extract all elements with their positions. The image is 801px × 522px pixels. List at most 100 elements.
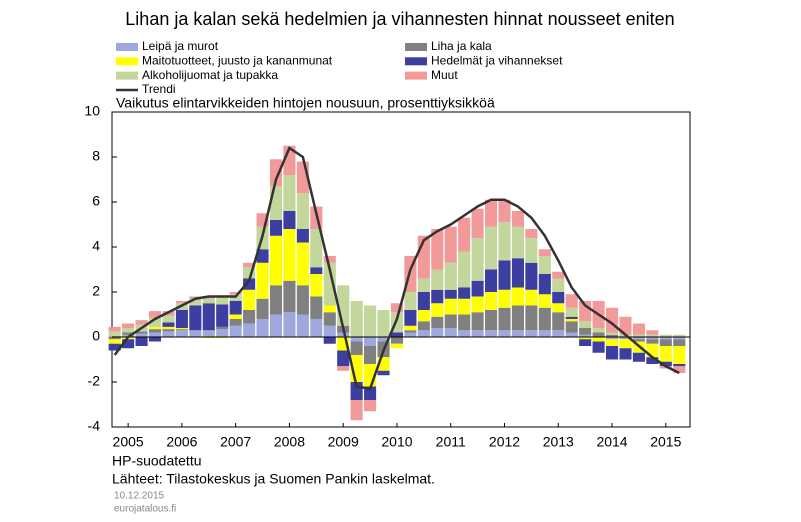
bar-segment [337,332,350,337]
date: 10.12.2015 [114,491,164,502]
bar-segment [243,323,256,337]
bar-segment [390,303,404,313]
bar-segment [256,298,269,319]
bar-segment [269,186,283,220]
legend-swatch [116,43,138,51]
x-tick-label: 2005 [113,434,144,450]
bar-segment [444,314,457,328]
bar-segment [108,343,121,351]
bar-segment [175,330,188,337]
bar-segment [485,226,498,270]
bar-segment [565,321,578,333]
bar-segment [202,303,215,331]
bar-segment [296,285,309,315]
legend-swatch [116,57,138,66]
bar-segment [431,316,444,328]
bar-segment [283,229,296,281]
bar-segment [605,346,619,360]
bar-segment [511,211,524,227]
bar-segment [592,332,605,337]
bar-segment [283,280,296,313]
bar-segment [189,330,202,337]
bar-segment [511,258,524,288]
bar-segment [525,238,538,263]
bar-segment [632,337,645,340]
bar-segment [350,400,363,421]
legend-label: Muut [431,68,458,82]
bar-segment [404,310,417,326]
bar-segment [444,289,457,299]
bar-segment [229,292,242,295]
bar-segment [673,364,686,367]
bar-segment [108,326,121,332]
bar-segment [552,292,565,304]
bar-segment [458,298,471,315]
bar-segment [256,249,269,263]
note: HP-suodatettu [112,453,202,469]
bar-segment [646,330,659,335]
bar-segment [417,310,430,322]
bar-segment [229,301,242,315]
bar-segment [619,339,632,349]
bar-segment [431,289,444,304]
bar-segment [471,330,484,337]
bar-segment [552,303,565,313]
bar-segment [538,249,551,256]
bar-segment [471,238,484,281]
bar-segment [632,352,645,362]
bar-segment [552,271,565,279]
x-tick-label: 2013 [543,434,574,450]
bar-segment [108,337,121,340]
bar-segment [350,341,363,355]
bar-segment [310,267,323,274]
bar-segment [269,314,283,337]
bar-segment [229,319,242,326]
bar-segment [122,339,135,349]
bar-segment [337,350,350,367]
bar-segment [323,337,336,344]
bar-segment [323,305,336,313]
bar-segment [216,326,229,330]
bar-segment [323,312,336,326]
trend-line [113,146,680,391]
bar-segment [310,229,323,268]
bar-segment [458,330,471,337]
bar-segment [471,296,484,313]
bar-segment [404,332,417,337]
bar-segment [673,346,686,364]
bar-segment [364,346,377,364]
bar-segment [296,193,309,229]
note: Lähteet: Tilastokeskus ja Suomen Pankin … [112,471,435,487]
bar-segment [458,251,471,288]
bar-segment [619,337,632,340]
bar-segment [538,256,551,274]
bar-segment [632,334,645,337]
bar-segment [202,330,215,337]
bar-segment [458,314,471,331]
bar-segment [377,310,390,337]
bar-segment [538,274,551,295]
bar-segment [216,297,229,305]
bar-segment [296,314,309,337]
bar-segment [310,274,323,297]
bar-segment [337,366,350,371]
bar-segment [673,339,686,346]
bar-segment [162,331,175,337]
bar-segment [135,320,148,325]
bar-segment [269,235,283,286]
bar-segment [646,357,659,364]
bar-segment [323,256,336,263]
bar-segment [485,292,498,310]
bar-segment [498,330,511,337]
bar-segment [673,337,686,340]
bar-segment [565,319,578,322]
bar-segment [135,331,148,334]
bar-segment [485,269,498,292]
bar-segment [565,332,578,337]
y-tick-label: 6 [92,193,100,209]
y-tick-label: 10 [84,103,100,119]
bar-segment [175,328,188,330]
bar-segment [122,323,135,328]
bar-segment [310,296,323,319]
bar-segment [552,278,565,292]
